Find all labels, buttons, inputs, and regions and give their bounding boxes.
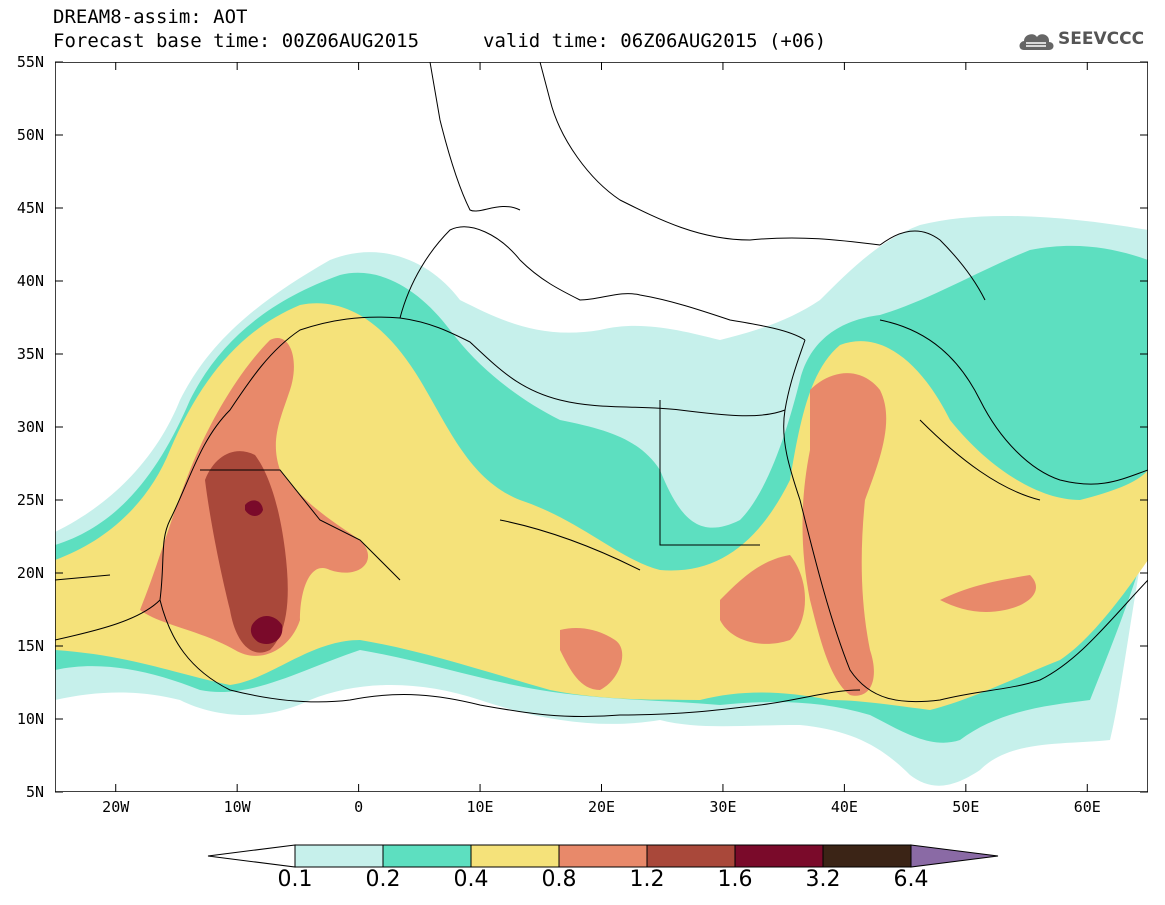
colorbar-swatch (294, 844, 384, 868)
lon-label: 10E (466, 798, 494, 816)
lon-label: 60E (1073, 798, 1101, 816)
colorbar-swatch (382, 844, 472, 868)
colorbar-label: 0.1 (277, 867, 313, 892)
aot-band-0.8-yemen (940, 575, 1036, 612)
colorbar-swatch (558, 844, 648, 868)
lat-label: 25N (16, 491, 44, 509)
logo-text: SEEVCCC (1058, 29, 1145, 49)
aot-band-0.8-sudan (720, 555, 805, 644)
colorbar-swatch (470, 844, 560, 868)
colorbar (207, 844, 999, 868)
colorbar-swatch (646, 844, 736, 868)
lon-label: 40E (830, 798, 858, 816)
valid-time: valid time: 06Z06AUG2015 (+06) (483, 30, 827, 52)
aot-band-1.2 (205, 451, 288, 653)
coastlines (55, 62, 1148, 718)
lat-label: 30N (16, 418, 44, 436)
lon-label: 20E (587, 798, 616, 816)
colorbar-swatch (822, 844, 912, 868)
lat-label: 15N (16, 637, 44, 655)
aot-band-1.6-b (250, 615, 283, 645)
colorbar-max-arrow (910, 844, 999, 868)
lat-label: 5N (25, 783, 44, 801)
lon-label: 50E (952, 798, 980, 816)
lat-label: 35N (16, 345, 44, 363)
lat-label: 20N (16, 564, 44, 582)
lat-label: 50N (16, 126, 44, 144)
chart-title: DREAM8-assim: AOT (53, 6, 248, 28)
aot-band-1.6-a (245, 500, 263, 516)
colorbar-label: 6.4 (893, 867, 929, 892)
cloud-icon (1019, 34, 1054, 50)
lon-label: 10W (223, 798, 251, 816)
aot-band-0.8-chad (560, 628, 623, 690)
colorbar-label: 0.2 (365, 867, 401, 892)
lon-label: 20W (102, 798, 130, 816)
colorbar-label: 3.2 (805, 867, 841, 892)
colorbar-min-arrow (207, 844, 296, 868)
colorbar-label: 0.4 (453, 867, 489, 892)
lat-label: 10N (16, 710, 44, 728)
forecast-base-time: Forecast base time: 00Z06AUG2015 (53, 30, 420, 52)
colorbar-swatch (734, 844, 824, 868)
aot-band-0.8-arabia (802, 373, 887, 696)
lon-label: 30E (709, 798, 737, 816)
lat-label: 45N (16, 199, 44, 217)
lat-label: 55N (16, 53, 44, 71)
colorbar-label: 1.6 (717, 867, 753, 892)
colorbar-label: 1.2 (629, 867, 665, 892)
colorbar-label: 0.8 (541, 867, 577, 892)
lat-label: 40N (16, 272, 44, 290)
lon-label: 0 (354, 798, 364, 816)
